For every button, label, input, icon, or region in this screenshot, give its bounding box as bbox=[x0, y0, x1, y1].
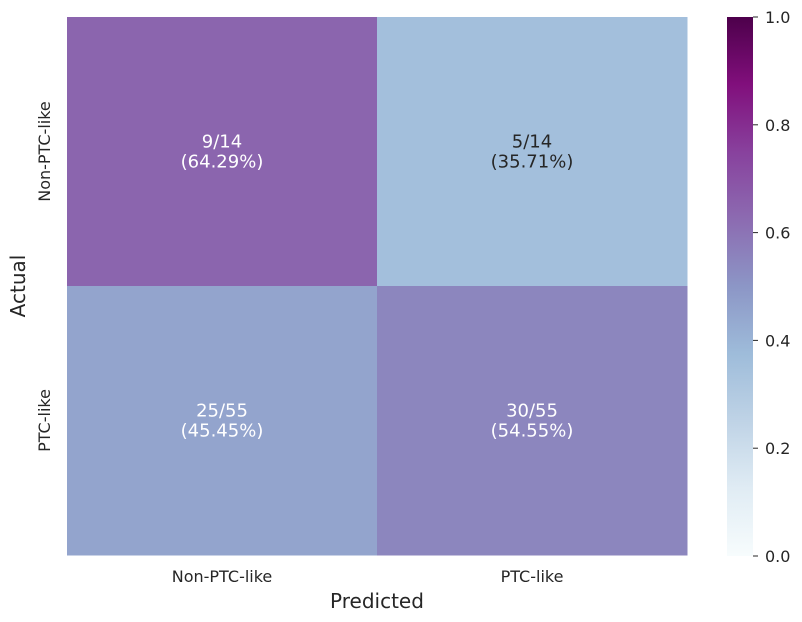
colorbar-tick-label: 0.4 bbox=[765, 331, 790, 350]
cell-annotation: 9/14 (64.29%) bbox=[181, 132, 264, 173]
y-axis-title: Actual bbox=[6, 255, 30, 318]
heatmap-cell bbox=[377, 286, 688, 556]
cell-annotation: 25/55 (45.45%) bbox=[181, 401, 264, 442]
x-tick-label: PTC-like bbox=[501, 567, 564, 586]
heatmap-cell bbox=[67, 17, 378, 287]
heatmap-cells bbox=[67, 17, 688, 556]
heatmap-cell bbox=[67, 286, 378, 556]
y-tick-label: Non-PTC-like bbox=[35, 101, 54, 202]
y-tick-label: PTC-like bbox=[35, 389, 54, 452]
cell-annotation: 30/55 (54.55%) bbox=[491, 401, 574, 442]
cell-annotation: 5/14 (35.71%) bbox=[491, 132, 574, 173]
colorbar-tick-label: 0.8 bbox=[765, 116, 790, 135]
x-tick-labels: Non-PTC-like PTC-like bbox=[172, 567, 564, 586]
y-tick-labels: Non-PTC-like PTC-like bbox=[35, 101, 54, 452]
colorbar-tick-label: 0.0 bbox=[765, 547, 790, 566]
heatmap-cell bbox=[377, 17, 688, 287]
colorbar-tick-label: 0.2 bbox=[765, 439, 790, 458]
heatmap-annotations: 9/14 (64.29%) 5/14 (35.71%) 25/55 (45.45%) 30/… bbox=[181, 132, 574, 442]
x-tick-label: Non-PTC-like bbox=[172, 567, 273, 586]
colorbar bbox=[727, 17, 753, 556]
colorbar-tick-label: 0.6 bbox=[765, 224, 790, 243]
colorbar-tick-label: 1.0 bbox=[765, 8, 790, 27]
x-axis-title: Predicted bbox=[330, 589, 424, 613]
colorbar-tick-labels: 0.0 0.2 0.4 0.6 0.8 1.0 bbox=[753, 8, 790, 566]
